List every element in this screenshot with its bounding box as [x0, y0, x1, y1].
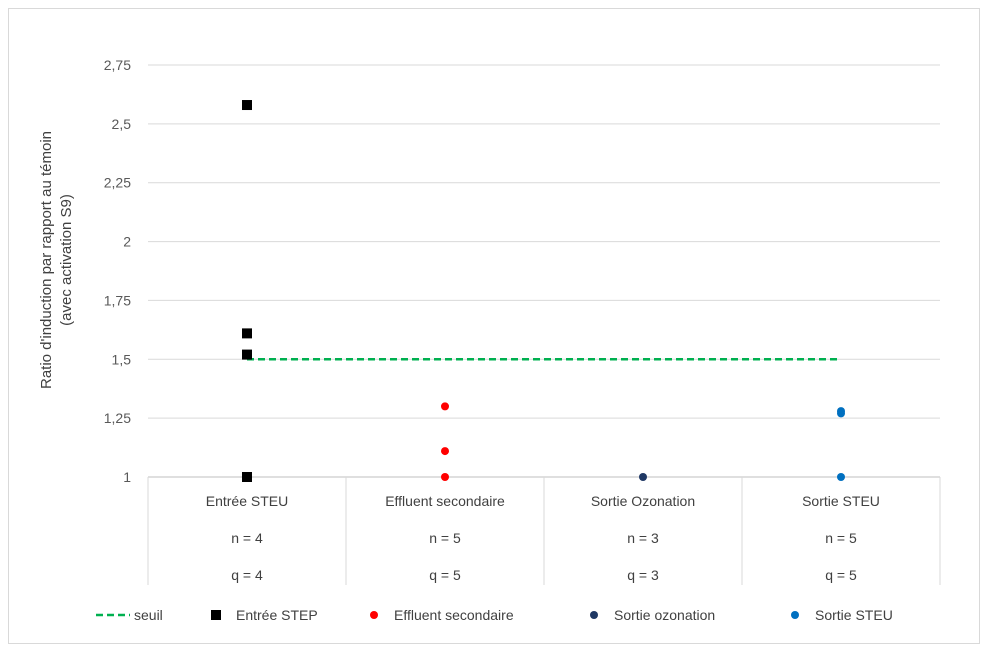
chart-frame [8, 8, 980, 644]
category-q-label: q = 4 [231, 567, 263, 583]
legend-swatch-circle [590, 611, 598, 619]
legend: seuil Entrée STEP Effluent secondaire Sorti… [96, 607, 893, 623]
category-n-label: n = 3 [627, 530, 659, 546]
y-tick-label: 1 [123, 469, 131, 485]
legend-swatch-circle [791, 611, 799, 619]
y-tick-label: 2,5 [112, 116, 132, 132]
point-circle [837, 409, 845, 418]
y-axis-ticks: 1 1,25 1,5 1,75 2 2,25 2,5 2,75 [104, 57, 131, 485]
legend-swatch-circle [370, 611, 378, 619]
legend-seuil-label: seuil [134, 607, 163, 623]
category-n-label: n = 5 [825, 530, 857, 546]
y-axis-label-line-2: (avec activation S9) [58, 194, 75, 326]
point-square [242, 472, 252, 482]
y-tick-label: 2 [123, 234, 131, 250]
legend-label: Sortie ozonation [614, 607, 715, 623]
category-table: Entrée STEU n = 4 q = 4 Effluent secondaire… [147, 476, 941, 585]
x-category-label: Effluent secondaire [385, 493, 505, 509]
x-category-label: Sortie STEU [802, 493, 880, 509]
data-points [242, 100, 845, 482]
y-axis-label-line-1: Ratio d'induction par rapport au témoin [38, 131, 55, 389]
y-tick-label: 1,75 [104, 292, 131, 308]
legend-label: Effluent secondaire [394, 607, 514, 623]
point-square [242, 328, 252, 339]
point-circle [837, 473, 845, 481]
legend-label: Sortie STEU [815, 607, 893, 623]
gridlines [148, 64, 940, 419]
point-circle [639, 473, 647, 481]
x-category-label: Entrée STEU [206, 493, 288, 509]
point-square [242, 349, 252, 360]
x-category-label: Sortie Ozonation [591, 493, 695, 509]
category-q-label: q = 5 [429, 567, 461, 583]
y-tick-label: 1,25 [104, 410, 131, 426]
y-tick-label: 2,75 [104, 57, 131, 73]
legend-swatch-square [211, 610, 221, 620]
point-circle [441, 447, 449, 456]
point-square [242, 100, 252, 111]
point-circle [441, 473, 449, 481]
y-tick-label: 2,25 [104, 175, 131, 191]
category-n-label: n = 4 [231, 530, 263, 546]
category-q-label: q = 3 [627, 567, 659, 583]
legend-label: Entrée STEP [236, 607, 318, 623]
point-circle [441, 402, 449, 411]
y-tick-label: 1,5 [112, 351, 132, 367]
category-q-label: q = 5 [825, 567, 857, 583]
category-n-label: n = 5 [429, 530, 461, 546]
